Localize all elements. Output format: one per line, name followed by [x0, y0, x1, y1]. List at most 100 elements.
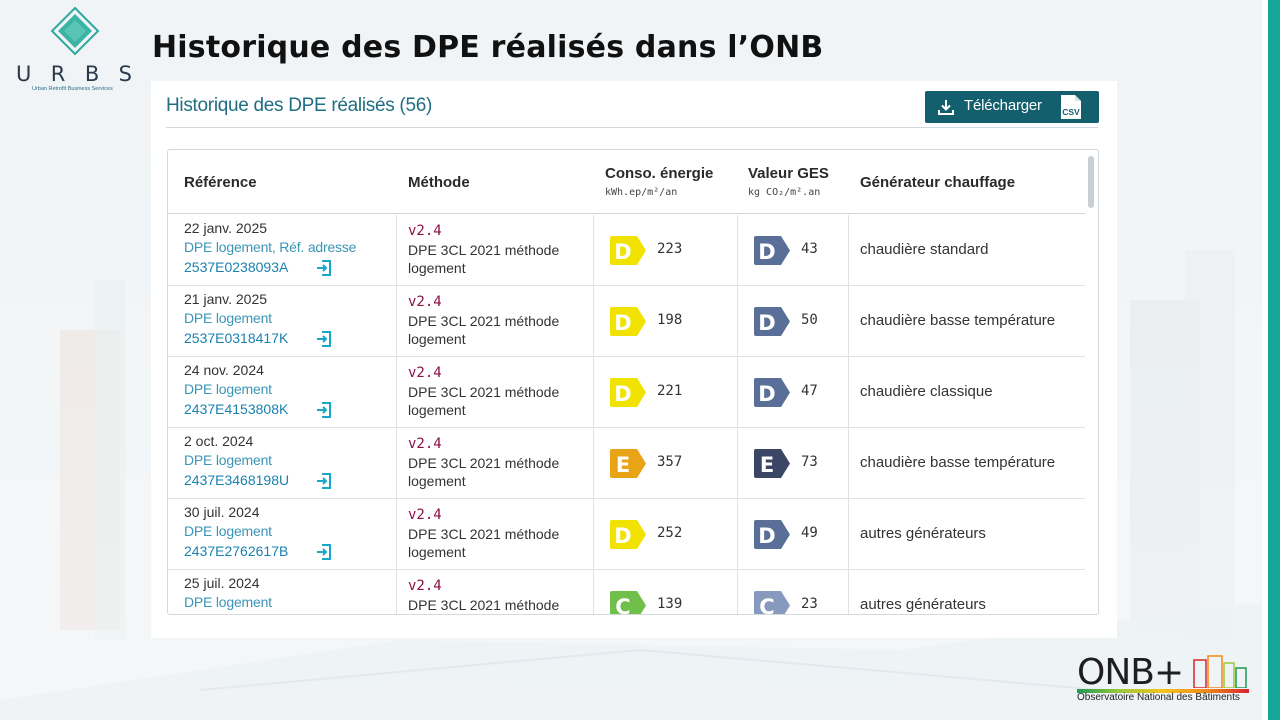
open-link-icon[interactable] — [315, 401, 333, 419]
column-divider — [396, 286, 397, 357]
energy-class-badge: E — [610, 449, 646, 478]
header-energy-unit: kWh.ep/m²/an — [605, 187, 678, 198]
energy-class-letter: C — [615, 595, 630, 615]
dpe-date: 21 janv. 2025 — [184, 291, 268, 307]
table-scrollbar[interactable] — [1086, 152, 1096, 610]
right-accent-light — [1262, 0, 1268, 720]
column-divider — [396, 357, 397, 428]
ges-class-badge: D — [754, 378, 790, 407]
method-version: v2.4 — [408, 294, 442, 310]
open-link-icon[interactable] — [315, 259, 333, 277]
download-label: Télécharger — [964, 97, 1042, 114]
dpe-type: DPE logement — [184, 594, 272, 610]
dpe-table[interactable]: Référence Méthode Conso. énergie kWh.ep/… — [167, 149, 1099, 615]
column-divider — [593, 428, 594, 499]
energy-value: 198 — [657, 312, 683, 328]
header-generator[interactable]: Générateur chauffage — [860, 174, 1016, 191]
dpe-date: 22 janv. 2025 — [184, 220, 268, 236]
heating-generator: chaudière classique — [860, 383, 993, 400]
urbs-letter: B — [84, 62, 102, 86]
onb-color-bar — [1077, 689, 1249, 693]
open-link-icon[interactable] — [315, 330, 333, 348]
table-row[interactable]: 25 juil. 2024 DPE logement v2.4 DPE 3CL 202… — [168, 570, 1085, 615]
header-method[interactable]: Méthode — [408, 174, 470, 191]
method-version: v2.4 — [408, 436, 442, 452]
urbs-diamond-icon — [50, 6, 100, 56]
energy-class-letter: D — [614, 524, 631, 548]
ges-class-badge: D — [754, 520, 790, 549]
method-name: DPE 3CL 2021 méthode logement — [408, 384, 560, 418]
energy-class-letter: D — [614, 382, 631, 406]
column-divider — [848, 215, 849, 286]
heating-generator: chaudière basse température — [860, 454, 1056, 471]
dpe-reference-link[interactable]: 2537E0238093A — [184, 259, 289, 275]
heating-generator: chaudière basse température — [860, 312, 1056, 329]
table-row[interactable]: 21 janv. 2025 DPE logement 2537E0318417K v2… — [168, 286, 1085, 357]
energy-class-badge: C — [610, 591, 646, 615]
column-divider — [593, 570, 594, 614]
ges-value: 49 — [801, 525, 818, 541]
header-ges[interactable]: Valeur GES — [748, 165, 829, 182]
method-version: v2.4 — [408, 365, 442, 381]
dpe-reference-link[interactable]: 2437E4153808K — [184, 401, 289, 417]
column-divider — [848, 499, 849, 570]
ges-class-letter: D — [758, 240, 775, 264]
energy-class-badge: D — [610, 378, 646, 407]
ges-value: 43 — [801, 241, 818, 257]
dpe-date: 24 nov. 2024 — [184, 362, 264, 378]
ges-value: 47 — [801, 383, 818, 399]
header-reference[interactable]: Référence — [184, 174, 257, 191]
column-divider — [593, 499, 594, 570]
header-ges-unit: kg CO₂/m².an — [748, 187, 821, 198]
ges-value: 73 — [801, 454, 818, 470]
csv-file-icon: CSV — [1061, 95, 1081, 119]
column-divider — [396, 570, 397, 614]
table-row[interactable]: 30 juil. 2024 DPE logement 2437E2762617B v2… — [168, 499, 1085, 570]
open-link-icon[interactable] — [315, 472, 333, 490]
dpe-type: DPE logement — [184, 310, 272, 326]
download-csv-button[interactable]: Télécharger CSV — [925, 91, 1099, 123]
csv-label: CSV — [1062, 107, 1080, 117]
column-divider — [396, 428, 397, 499]
right-accent-stripe — [1268, 0, 1280, 720]
dpe-type: DPE logement — [184, 381, 272, 397]
energy-value: 139 — [657, 596, 683, 612]
heating-generator: chaudière standard — [860, 241, 989, 258]
dpe-reference-link[interactable]: 2437E3468198U — [184, 472, 290, 488]
onb-logo: ONB+ Observatoire National des Bâtiments — [1077, 652, 1255, 712]
column-divider — [848, 570, 849, 614]
download-icon — [938, 100, 954, 115]
dpe-date: 2 oct. 2024 — [184, 433, 254, 449]
column-divider — [737, 286, 738, 357]
ges-class-letter: D — [758, 311, 775, 335]
ges-class-letter: D — [758, 524, 775, 548]
ges-class-badge: C — [754, 591, 790, 615]
energy-class-badge: D — [610, 307, 646, 336]
table-row[interactable]: 22 janv. 2025 DPE logement, Réf. adresse 2… — [168, 215, 1085, 286]
page-title: Historique des DPE réalisés dans l’ONB — [152, 30, 824, 65]
method-name: DPE 3CL 2021 méthode logement — [408, 242, 560, 276]
heating-generator: autres générateurs — [860, 525, 986, 542]
method-version: v2.4 — [408, 223, 442, 239]
column-divider — [737, 215, 738, 286]
header-energy[interactable]: Conso. énergie — [605, 165, 714, 182]
method-name: DPE 3CL 2021 méthode — [408, 597, 560, 613]
dpe-reference-link[interactable]: 2537E0318417K — [184, 330, 289, 346]
open-link-icon[interactable] — [315, 543, 333, 561]
column-divider — [593, 286, 594, 357]
method-name: DPE 3CL 2021 méthode logement — [408, 526, 560, 560]
dpe-type: DPE logement — [184, 523, 272, 539]
urbs-logo: U R B S Urban Retrofit Business Services — [14, 6, 136, 94]
urbs-tagline: Urban Retrofit Business Services — [32, 86, 113, 92]
urbs-letters: U R B S — [16, 62, 134, 86]
table-row[interactable]: 2 oct. 2024 DPE logement 2437E3468198U v2.4… — [168, 428, 1085, 499]
energy-value: 223 — [657, 241, 683, 257]
panel-divider — [166, 127, 1098, 128]
dpe-reference-link[interactable]: 2437E2762617B — [184, 543, 289, 559]
ges-class-badge: D — [754, 236, 790, 265]
table-header: Référence Méthode Conso. énergie kWh.ep/… — [168, 150, 1085, 214]
table-scrollbar-thumb[interactable] — [1088, 156, 1094, 208]
ges-class-letter: C — [759, 595, 774, 615]
table-row[interactable]: 24 nov. 2024 DPE logement 2437E4153808K v2.… — [168, 357, 1085, 428]
urbs-letter: S — [118, 62, 134, 86]
